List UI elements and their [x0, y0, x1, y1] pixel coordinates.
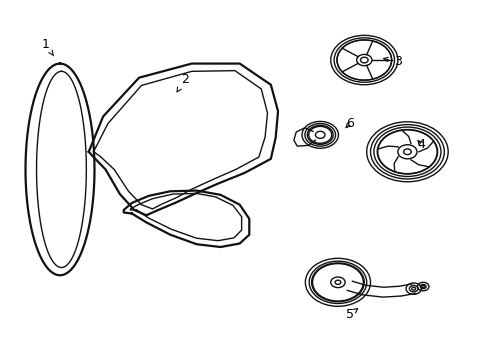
Text: 5: 5 — [345, 308, 357, 321]
Text: 3: 3 — [383, 55, 401, 68]
Text: 1: 1 — [41, 38, 53, 56]
Text: 6: 6 — [346, 117, 353, 130]
Text: 4: 4 — [417, 138, 425, 151]
Text: 2: 2 — [177, 73, 188, 92]
